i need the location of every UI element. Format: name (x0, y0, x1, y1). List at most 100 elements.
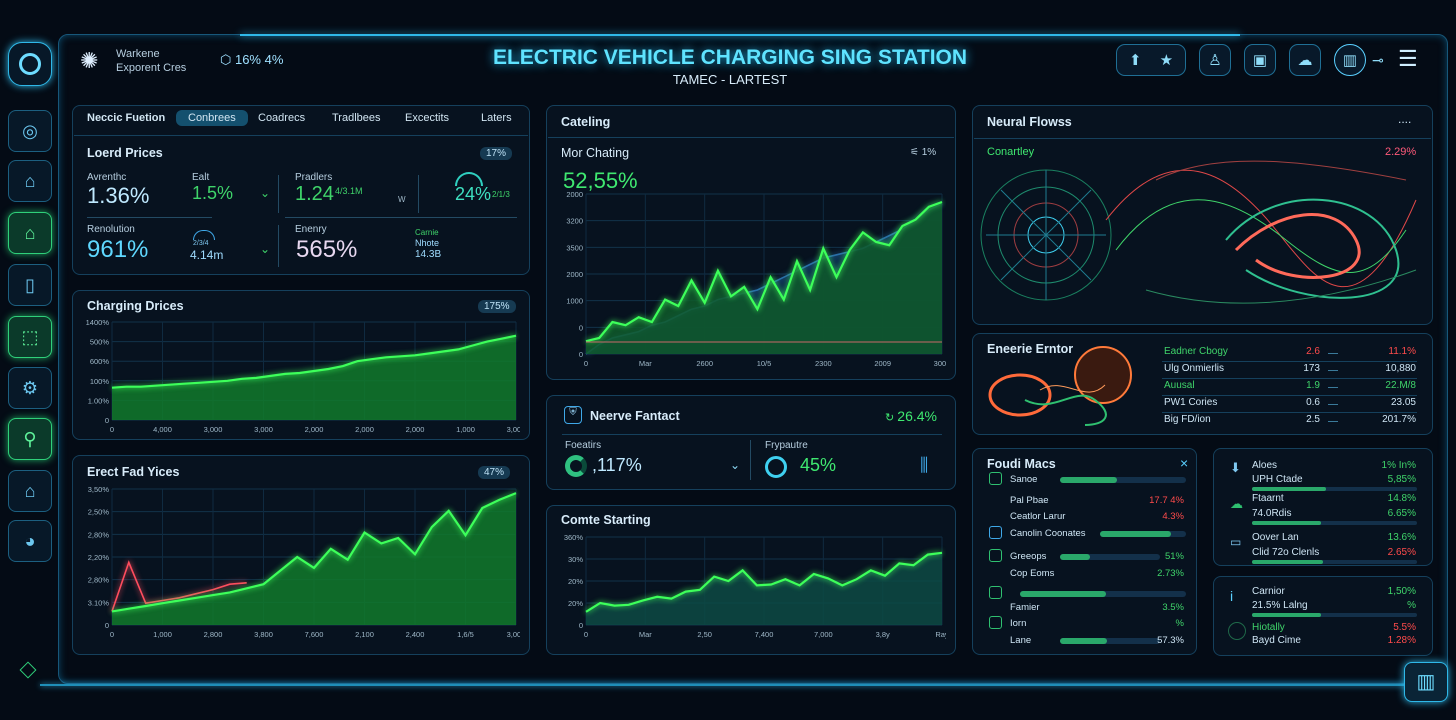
stat-value: 1,50% (1387, 586, 1416, 597)
price-area (112, 493, 516, 625)
stat-label: Hiotally (1252, 622, 1285, 633)
sidebar-item-pie[interactable]: ◕ (8, 520, 52, 562)
more-options-icon[interactable]: .... (1398, 112, 1412, 126)
refresh-icon[interactable]: ↻ (885, 412, 898, 424)
sidebar-item-frame[interactable]: ⬚ (8, 316, 52, 358)
minimize-icon[interactable]: ⊸ (1372, 52, 1384, 68)
divider (974, 138, 1431, 139)
menu-icon[interactable]: ☰ (1398, 46, 1418, 71)
divider (278, 175, 279, 213)
metric-value: 961% (87, 236, 149, 263)
tab-neccic-fuetion[interactable]: Neccic Fuetion (87, 112, 166, 124)
divider (418, 175, 419, 213)
tab-excectits[interactable]: Excectits (405, 112, 450, 124)
chevron-down-icon[interactable]: ⌄ (730, 458, 741, 472)
progress-bar (1020, 591, 1186, 597)
chevron-down-icon[interactable]: ⌄ (260, 242, 271, 256)
nav-favorites-group[interactable]: ⬆ ★ (1116, 44, 1186, 76)
stat-label: Carnior (1252, 586, 1285, 597)
x-tick-label: 3,800 (254, 630, 273, 639)
enerie-row-value-b: 23.05 (1390, 397, 1416, 408)
foudi-row-value: 2.73% (1157, 568, 1184, 579)
progress-bar (1060, 477, 1186, 483)
y-tick-label: 2,50% (88, 508, 110, 517)
tab-coadrecs[interactable]: Coadrecs (258, 112, 306, 124)
x-tick-label: 7,400 (755, 630, 774, 639)
x-tick-label: 1,000 (153, 630, 172, 639)
catching-title: Cateling (561, 115, 611, 129)
bar-chart-icon[interactable]: ⫼ (920, 455, 929, 475)
close-icon[interactable]: × (1180, 455, 1189, 471)
progress-fill (1252, 613, 1322, 617)
sidebar-item-battery[interactable]: ▯ (8, 264, 52, 306)
enerie-row-label: Auusal (1164, 380, 1195, 391)
donut-icon (565, 455, 587, 477)
charging-prices-badge: 175% (478, 300, 516, 313)
y-tick-label: 0 (579, 323, 583, 332)
pie-chart-icon: ◕ (24, 530, 36, 551)
sidebar-item-target[interactable]: ◎ (8, 110, 52, 152)
progress-bar (1252, 560, 1417, 564)
charging-svg: 0 1.00% 100% 600% 500% 1400% 0 4,000 3,000 3,000 2… (86, 318, 526, 434)
metric-unit: W (398, 195, 406, 204)
foudi-row-label: Ceatlor Larur (1010, 511, 1066, 522)
x-tick-label: Mar (639, 630, 652, 639)
progress-fill (1060, 554, 1090, 560)
y-tick-label: 1000 (566, 297, 583, 306)
page-title: ELECTRIC VEHICLE CHARGING SING STATION (492, 46, 968, 69)
sidebar-item-search[interactable]: ⚲ (8, 418, 52, 460)
y-tick-label: 0 (579, 350, 583, 359)
foudi-row-label: Cop Eoms (1010, 568, 1055, 579)
y-tick-label: 3200 (566, 217, 583, 226)
folder-icon: ⌂ (24, 480, 36, 501)
metric-label: Enenry (295, 224, 327, 235)
metric-sub: 2/3/4 (193, 240, 209, 247)
user-button[interactable]: ♙ (1199, 44, 1231, 76)
logo-button[interactable] (8, 42, 52, 86)
progress-bar (1060, 554, 1160, 560)
foudi-row-value: 4.3% (1162, 511, 1184, 522)
price-area (112, 335, 516, 420)
x-tick-label: 7,000 (814, 630, 833, 639)
monitor-icon: ▭ (1230, 535, 1242, 549)
divider (1162, 378, 1417, 379)
cloud-icon: ☁ (1297, 52, 1313, 69)
camera-button[interactable]: ▣ (1244, 44, 1276, 76)
enerie-row-value-a: 2.6 (1306, 346, 1320, 357)
stat-label: UPH Ctade (1252, 474, 1303, 485)
fixed-prices-panel (72, 105, 530, 275)
enerie-panel (972, 333, 1433, 435)
stat-label: Bayd Cime (1252, 635, 1301, 646)
category-icon (989, 586, 1002, 599)
analytics-button[interactable]: ▥ (1404, 662, 1448, 702)
chevron-down-icon[interactable]: ⌄ (260, 186, 271, 200)
enerie-row-label: Eadner Cbogy (1164, 346, 1228, 357)
tab-laters[interactable]: Laters (481, 112, 512, 124)
sidebar-item-home[interactable]: ⌂ (8, 160, 52, 202)
cloud-button[interactable]: ☁ (1289, 44, 1321, 76)
x-tick-label: 3,000 (507, 630, 520, 639)
filter-icon: ⚟ (910, 147, 922, 158)
enerie-row-value-a: 0.6 (1306, 397, 1320, 408)
x-tick-label: Ray (935, 630, 946, 639)
stat-value: 5.5% (1393, 622, 1416, 633)
stat-value: 14.8% (1387, 493, 1416, 504)
progress-bar (1060, 638, 1160, 644)
metric-value: 4.14m (190, 248, 224, 262)
gauge-sub: 2/1/3 (492, 190, 510, 199)
category-icon (989, 549, 1002, 562)
x-tick-label: 0 (110, 425, 114, 434)
cloud-icon: ☁ (1230, 496, 1243, 511)
dash-icon (1328, 353, 1338, 354)
star-icon[interactable]: ★ (1159, 52, 1174, 69)
sidebar-item-folder[interactable]: ⌂ (8, 470, 52, 512)
sidebar-item-home-active[interactable]: ⌂ (8, 212, 52, 254)
panel-button[interactable]: ▥ (1334, 44, 1366, 76)
metric-value: 45% (800, 455, 837, 475)
enerie-row-value-a: 2.5 (1306, 414, 1320, 425)
x-tick-label: 3000 (934, 359, 946, 368)
sidebar-item-settings[interactable]: ⚙ (8, 367, 52, 409)
tab-tradlbees[interactable]: Tradlbees (332, 112, 381, 124)
tab-conbrees[interactable]: Conbrees (176, 110, 248, 126)
upload-icon[interactable]: ⬆ (1128, 52, 1142, 69)
